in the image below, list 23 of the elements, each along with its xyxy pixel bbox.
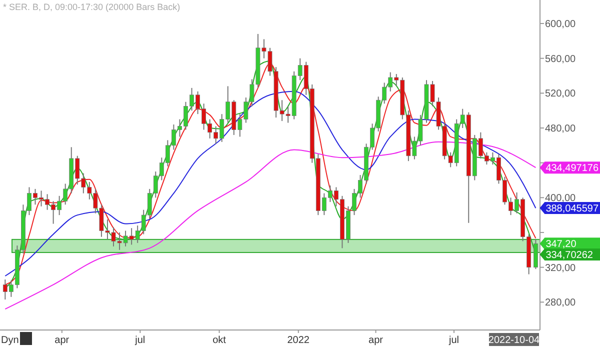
candlestick [534,238,538,270]
y-tick-label: 520,00 [545,88,576,100]
line-series [4,141,536,310]
annotation: 434,497176 [546,163,599,174]
y-tick-label: 560,00 [545,54,576,65]
y-tick-label: 480,00 [545,123,576,134]
chart-title: * SER. B, D, 09:00-17:30 (20000 Bars Back) [3,2,180,12]
x-tick-label: apr [368,335,384,346]
y-tick-label: 400,00 [545,193,576,204]
annotation: 334,70262 [546,250,594,262]
x-tick-label: jul [134,335,146,346]
annotation: 388,045597 [546,204,599,215]
x-tick-label: okt [212,335,226,346]
text: Dyn [1,335,19,346]
y-tick-label: 600,00 [545,19,576,30]
line-series [4,90,536,277]
y-tick-label: 320,00 [545,262,576,274]
text: 2022-10-04 [488,335,540,346]
y-tick-label: 280,00 [545,298,576,309]
x-tick-label: apr [54,335,70,346]
annotation: 347,20 [546,239,577,250]
x-tick-label: 2022 [287,335,310,346]
x-tick-label: jul [448,335,460,346]
